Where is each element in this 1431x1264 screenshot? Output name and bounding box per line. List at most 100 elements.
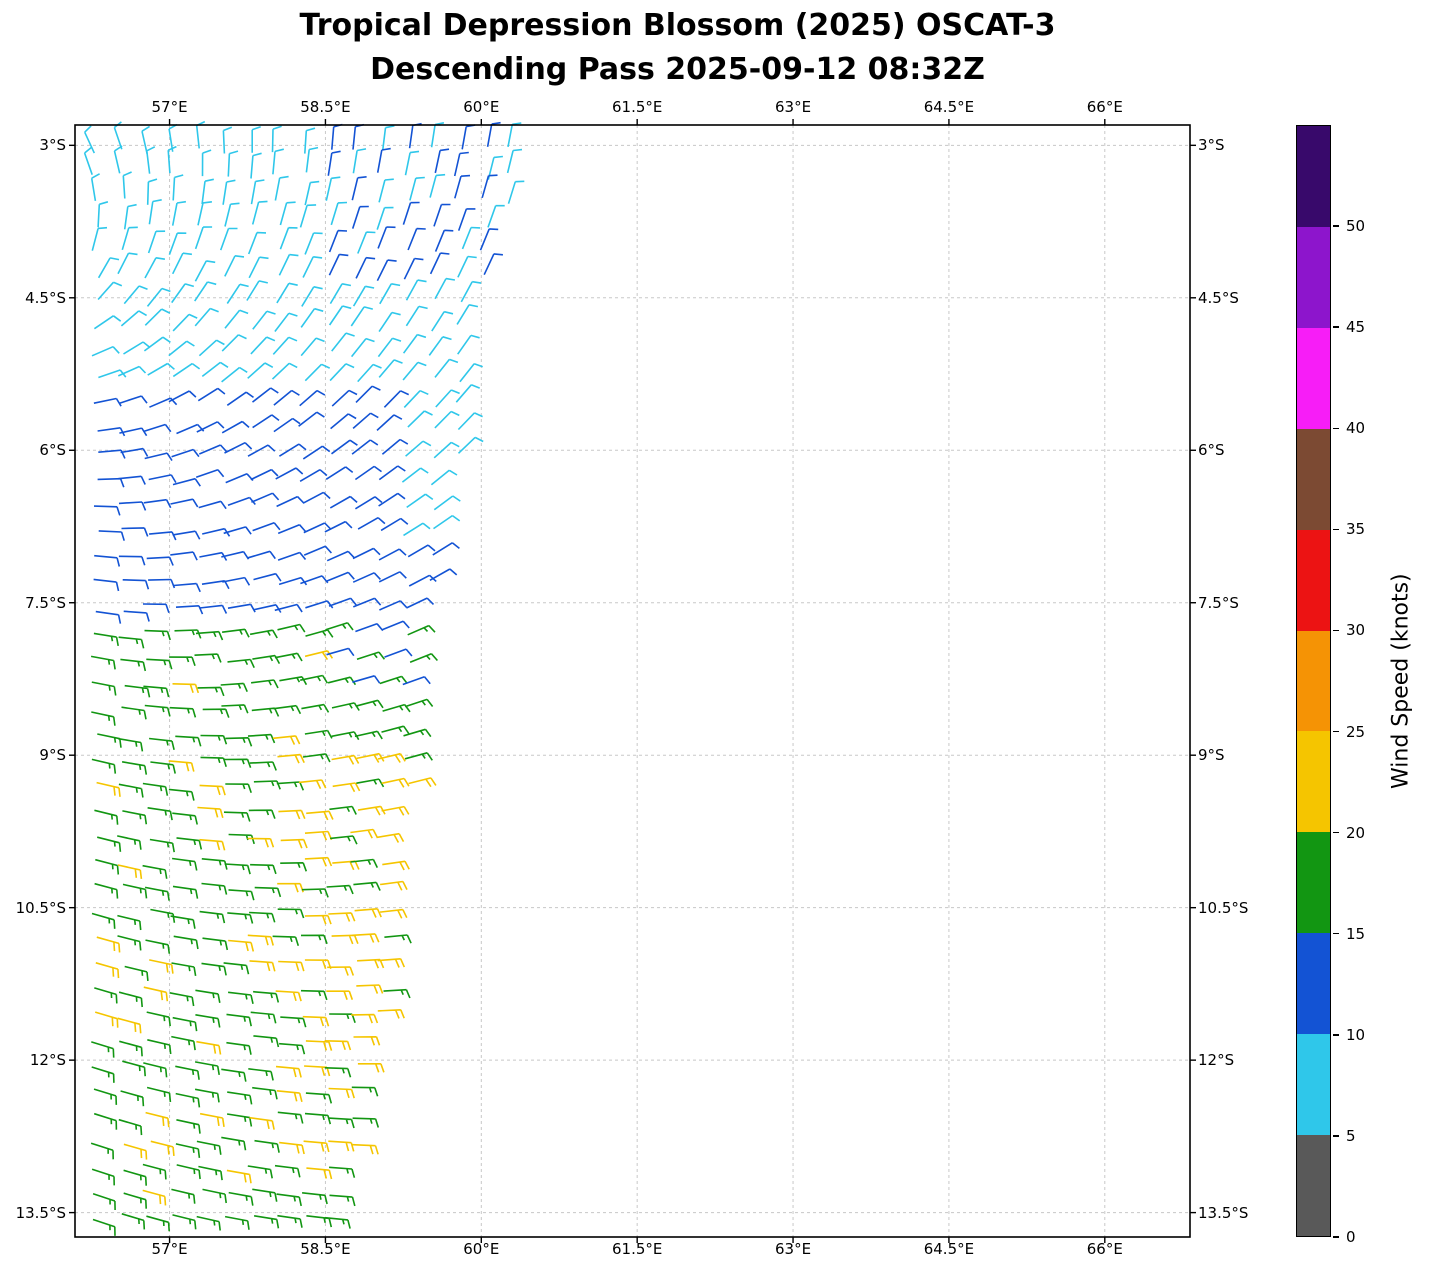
colorbar-tick-mark	[1333, 225, 1339, 227]
wind-barb	[430, 122, 445, 148]
y-tick-label-right: 12°S	[1198, 1051, 1235, 1070]
wind-barb	[378, 359, 403, 378]
wind-barb	[247, 444, 276, 457]
wind-barb	[142, 864, 168, 879]
wind-barb	[299, 389, 326, 407]
wind-barb	[432, 542, 460, 556]
x-tick-label-bottom: 61.5°E	[611, 1240, 663, 1258]
wind-barb	[146, 178, 158, 205]
wind-barb	[382, 860, 410, 871]
wind-barb	[147, 230, 166, 254]
wind-barb	[122, 883, 148, 899]
wind-barb	[377, 226, 396, 249]
y-tick-label-left: 4.5°S	[25, 288, 66, 307]
wind-barb	[124, 965, 149, 981]
wind-barb	[277, 753, 305, 764]
wind-barb	[176, 837, 203, 850]
y-tick-label-left: 9°S	[39, 746, 66, 765]
wind-barb	[123, 610, 150, 622]
wind-barb	[277, 882, 304, 893]
wind-barb	[219, 227, 238, 251]
wind-barb	[93, 632, 119, 647]
wind-barb	[247, 1165, 273, 1179]
wind-barb	[253, 990, 280, 1003]
wind-barb	[168, 760, 195, 772]
wind-barb	[250, 336, 276, 355]
wind-barb	[175, 735, 202, 747]
wind-barb	[353, 597, 382, 608]
wind-barb	[356, 778, 385, 788]
wind-barb	[227, 603, 256, 613]
wind-barb	[252, 522, 281, 532]
wind-barb	[169, 992, 195, 1007]
wind-barb	[378, 548, 407, 561]
wind-barb	[383, 390, 410, 408]
wind-barb	[454, 174, 471, 199]
wind-barb	[352, 572, 381, 583]
wind-barb	[144, 629, 171, 641]
colorbar-segment	[1297, 1034, 1330, 1136]
wind-barb	[357, 805, 386, 816]
wind-barb	[96, 936, 121, 953]
wind-barb	[195, 468, 225, 479]
wind-barb	[227, 912, 254, 924]
wind-barb	[280, 1016, 307, 1028]
wind-barb	[376, 147, 391, 173]
wind-barb	[376, 206, 394, 230]
wind-barb	[252, 310, 276, 330]
wind-barb	[406, 597, 435, 609]
wind-barb	[300, 674, 329, 684]
wind-barb	[350, 306, 373, 327]
wind-barb	[250, 1011, 277, 1024]
wind-barb	[304, 180, 320, 206]
wind-barb	[280, 838, 308, 849]
wind-barb	[202, 937, 229, 951]
y-tick-label-left: 3°S	[39, 136, 66, 155]
wind-barb	[228, 939, 255, 952]
wind-barb	[226, 391, 254, 406]
wind-barb	[171, 448, 200, 458]
wind-barb	[249, 761, 277, 771]
wind-barb	[434, 358, 459, 378]
wind-barb	[201, 962, 227, 976]
wind-barb	[298, 779, 327, 790]
wind-barb	[227, 658, 255, 669]
wind-barb	[304, 650, 334, 661]
wind-barb	[300, 575, 329, 585]
wind-barb	[306, 810, 334, 821]
wind-barb	[147, 807, 173, 821]
wind-barb	[173, 935, 199, 950]
wind-barb	[247, 837, 275, 848]
wind-barb	[90, 655, 116, 670]
wind-barb	[172, 812, 198, 825]
wind-barb	[198, 1165, 223, 1181]
wind-barb	[483, 253, 503, 276]
wind-barb	[378, 492, 406, 507]
wind-barb	[91, 711, 116, 726]
wind-barb	[123, 1169, 147, 1186]
wind-barb	[247, 934, 274, 946]
wind-barb	[94, 809, 119, 825]
wind-barb	[433, 495, 461, 511]
wind-barb	[144, 886, 170, 901]
colorbar	[1296, 125, 1331, 1237]
wind-barb	[453, 151, 469, 177]
wind-barb	[355, 699, 384, 709]
wind-barb	[431, 310, 454, 332]
wind-barb	[324, 1040, 352, 1051]
wind-barb	[328, 912, 356, 922]
wind-barb	[144, 257, 166, 279]
wind-barb	[117, 864, 143, 879]
wind-barb	[403, 389, 429, 408]
wind-barb	[304, 127, 316, 154]
wind-barb	[90, 173, 100, 202]
colorbar-axis-label: Wind Speed (knots)	[1388, 573, 1414, 789]
wind-barb	[305, 629, 334, 638]
wind-barb	[123, 341, 151, 355]
wind-barb	[170, 915, 196, 929]
wind-barb	[324, 1216, 351, 1229]
wind-barb	[194, 307, 219, 327]
wind-barb	[352, 1143, 379, 1155]
wind-barb	[199, 910, 226, 924]
wind-barb	[304, 856, 333, 867]
